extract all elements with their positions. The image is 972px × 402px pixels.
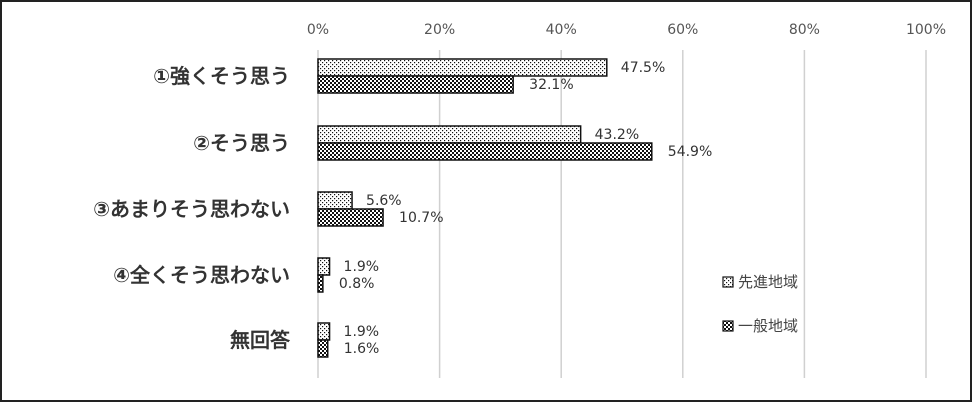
- x-tick-label: 100%: [906, 22, 946, 38]
- data-label: 1.9%: [344, 324, 380, 340]
- category-label: 無回答: [230, 328, 291, 352]
- data-label: 5.6%: [366, 193, 402, 209]
- bar-series2: [317, 208, 384, 227]
- data-label: 1.9%: [344, 259, 380, 275]
- data-label: 0.8%: [339, 276, 375, 292]
- category-label: ④全くそう思わない: [113, 263, 290, 287]
- bar-series2: [317, 339, 329, 358]
- bar-series2: [317, 75, 514, 94]
- category-label: ②そう思う: [193, 131, 290, 155]
- bar-series2: [317, 142, 653, 161]
- bar-series1: [317, 322, 331, 341]
- data-label: 10.7%: [399, 210, 443, 226]
- data-label: 47.5%: [621, 60, 665, 76]
- bars: [317, 58, 653, 358]
- legend-swatch: [722, 320, 734, 332]
- data-labels: 47.5% 43.2% 5.6% 1.9% 1.9% 32.1% 54.9% 10.7% 0.8…: [339, 60, 712, 357]
- x-axis-ticks: 0% 20% 40% 60% 80% 100%: [307, 22, 946, 38]
- bar-series1: [317, 125, 582, 144]
- legend-label: 一般地域: [738, 317, 798, 335]
- data-label: 54.9%: [668, 144, 712, 160]
- x-tick-label: 60%: [667, 22, 698, 38]
- x-tick-label: 40%: [546, 22, 577, 38]
- x-tick-label: 20%: [424, 22, 455, 38]
- x-tick-label: 80%: [789, 22, 820, 38]
- data-label: 1.6%: [344, 341, 380, 357]
- category-label: ③あまりそう思わない: [93, 197, 290, 221]
- bar-series1: [317, 191, 353, 210]
- bar-series1: [317, 58, 608, 77]
- data-label: 32.1%: [529, 77, 573, 93]
- data-label: 43.2%: [595, 127, 639, 143]
- bar-series2: [317, 274, 324, 293]
- legend-label: 先進地域: [738, 273, 798, 291]
- bar-series1: [317, 257, 331, 276]
- x-tick-label: 0%: [307, 22, 329, 38]
- category-label: ①強くそう思う: [153, 64, 290, 88]
- legend-swatch: [722, 276, 734, 288]
